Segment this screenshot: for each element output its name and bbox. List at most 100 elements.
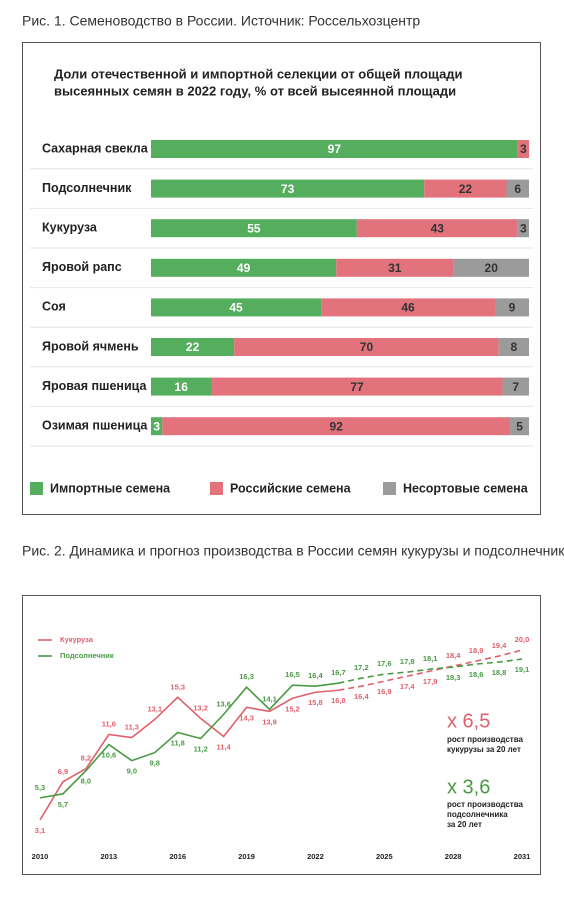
value-label: 9,0 bbox=[127, 767, 137, 776]
value-label: 13,1 bbox=[147, 704, 162, 713]
category-label: Сахарная свекла bbox=[42, 141, 149, 155]
value-label: 11,2 bbox=[194, 745, 208, 754]
category-label: Озимая пшеница bbox=[42, 418, 148, 432]
annotation-note: подсолнечника bbox=[447, 810, 508, 819]
x-tick-label: 2031 bbox=[514, 852, 531, 861]
value-label: 73 bbox=[281, 182, 295, 196]
value-label: 19,4 bbox=[492, 641, 507, 650]
bar-segment bbox=[517, 140, 529, 158]
annotation-note: рост производства bbox=[447, 735, 524, 744]
value-label: 13,9 bbox=[262, 717, 277, 726]
bar-segment bbox=[151, 179, 425, 198]
x-tick-label: 2022 bbox=[307, 852, 324, 861]
value-label: 17,4 bbox=[400, 682, 415, 691]
value-label: 97 bbox=[328, 142, 342, 156]
value-label: 16,3 bbox=[239, 672, 254, 681]
bar-segment bbox=[151, 417, 163, 436]
value-label: 17,9 bbox=[423, 677, 438, 686]
value-label: 18,8 bbox=[492, 668, 507, 677]
bar-segment bbox=[151, 377, 212, 396]
bar-segment bbox=[510, 417, 529, 436]
legend-swatch bbox=[210, 482, 223, 495]
value-label: 14,1 bbox=[262, 694, 277, 703]
legend-swatch bbox=[383, 482, 396, 495]
bar-segment bbox=[321, 298, 495, 317]
value-label: 77 bbox=[350, 380, 364, 394]
value-label: 22 bbox=[459, 182, 473, 196]
value-label: 8,2 bbox=[81, 754, 91, 763]
value-label: 16,7 bbox=[331, 668, 346, 677]
bar-segment bbox=[151, 298, 322, 317]
value-label: 20,0 bbox=[515, 635, 530, 644]
chart-title: высеянных семян в 2022 году, % от всей в… bbox=[54, 83, 456, 98]
x-tick-label: 2019 bbox=[238, 852, 255, 861]
figure-caption: Рис. 2. Динамика и прогноз производства … bbox=[22, 543, 564, 559]
x-tick-label: 2025 bbox=[376, 852, 393, 861]
x-tick-label: 2016 bbox=[169, 852, 186, 861]
legend-label: Несортовые семена bbox=[403, 481, 529, 495]
value-label: 18,3 bbox=[446, 673, 461, 682]
forecast-line bbox=[338, 649, 523, 692]
value-label: 15,8 bbox=[308, 698, 323, 707]
legend-label: Импортные семена bbox=[50, 481, 171, 495]
value-label: 46 bbox=[401, 301, 415, 315]
value-label: 18,1 bbox=[423, 654, 438, 663]
value-label: 17,2 bbox=[354, 663, 369, 672]
value-label: 16,0 bbox=[331, 696, 346, 705]
value-label: 70 bbox=[360, 340, 374, 354]
value-label: 5,3 bbox=[35, 783, 45, 792]
value-label: 16,4 bbox=[308, 671, 323, 680]
value-label: 11,8 bbox=[171, 738, 185, 747]
value-label: 13,6 bbox=[216, 699, 231, 708]
value-label: 9 bbox=[509, 301, 516, 315]
value-label: 11,3 bbox=[125, 722, 139, 731]
value-label: 13,2 bbox=[193, 703, 208, 712]
bar-segment bbox=[162, 417, 511, 436]
legend-swatch bbox=[30, 482, 43, 495]
bar-segment bbox=[151, 338, 235, 356]
bar-segment bbox=[234, 338, 499, 356]
annotation-note: рост производства bbox=[447, 800, 524, 809]
value-label: 55 bbox=[247, 221, 261, 235]
bar-segment bbox=[506, 179, 529, 198]
bar-segment bbox=[517, 219, 529, 238]
category-label: Яровой ячмень bbox=[42, 339, 139, 353]
value-label: 3 bbox=[520, 142, 527, 156]
value-label: 7 bbox=[512, 380, 519, 394]
value-label: 8,0 bbox=[81, 777, 91, 786]
annotation-note: за 20 лет bbox=[447, 820, 482, 829]
legend-label: Российские семена bbox=[230, 481, 352, 495]
value-label: 15,3 bbox=[170, 682, 185, 691]
value-label: 3,1 bbox=[35, 826, 45, 835]
value-label: 16,9 bbox=[377, 687, 392, 696]
value-label: 15,2 bbox=[285, 704, 300, 713]
category-label: Кукуруза bbox=[42, 220, 98, 234]
value-label: 19,1 bbox=[515, 665, 530, 674]
value-label: 49 bbox=[237, 261, 251, 275]
value-label: 3 bbox=[153, 419, 160, 433]
value-label: 14,3 bbox=[239, 713, 254, 722]
value-label: 18,6 bbox=[469, 670, 484, 679]
value-label: 18,4 bbox=[446, 651, 461, 660]
bar-segment bbox=[151, 258, 337, 277]
forecast-line bbox=[338, 658, 523, 684]
value-label: 16,5 bbox=[285, 670, 300, 679]
bar-segment bbox=[498, 338, 529, 356]
value-label: 17,8 bbox=[400, 657, 415, 666]
chart-title: Доли отечественной и импортной селекции … bbox=[54, 66, 463, 81]
value-label: 9,8 bbox=[150, 759, 160, 768]
figure-frame bbox=[22, 42, 541, 515]
value-label: 16 bbox=[175, 380, 189, 394]
bar-segment bbox=[453, 258, 529, 277]
annotation: x 6,5 bbox=[447, 710, 490, 732]
value-label: 17,6 bbox=[377, 659, 392, 668]
value-label: 16,4 bbox=[354, 692, 369, 701]
value-label: 5,7 bbox=[58, 800, 68, 809]
series-line bbox=[39, 682, 339, 799]
category-label: Подсолнечник bbox=[42, 181, 132, 195]
value-label: 45 bbox=[229, 301, 243, 315]
figure-frame bbox=[22, 595, 541, 875]
category-label: Яровой рапс bbox=[42, 260, 122, 274]
category-label: Соя bbox=[42, 300, 66, 314]
